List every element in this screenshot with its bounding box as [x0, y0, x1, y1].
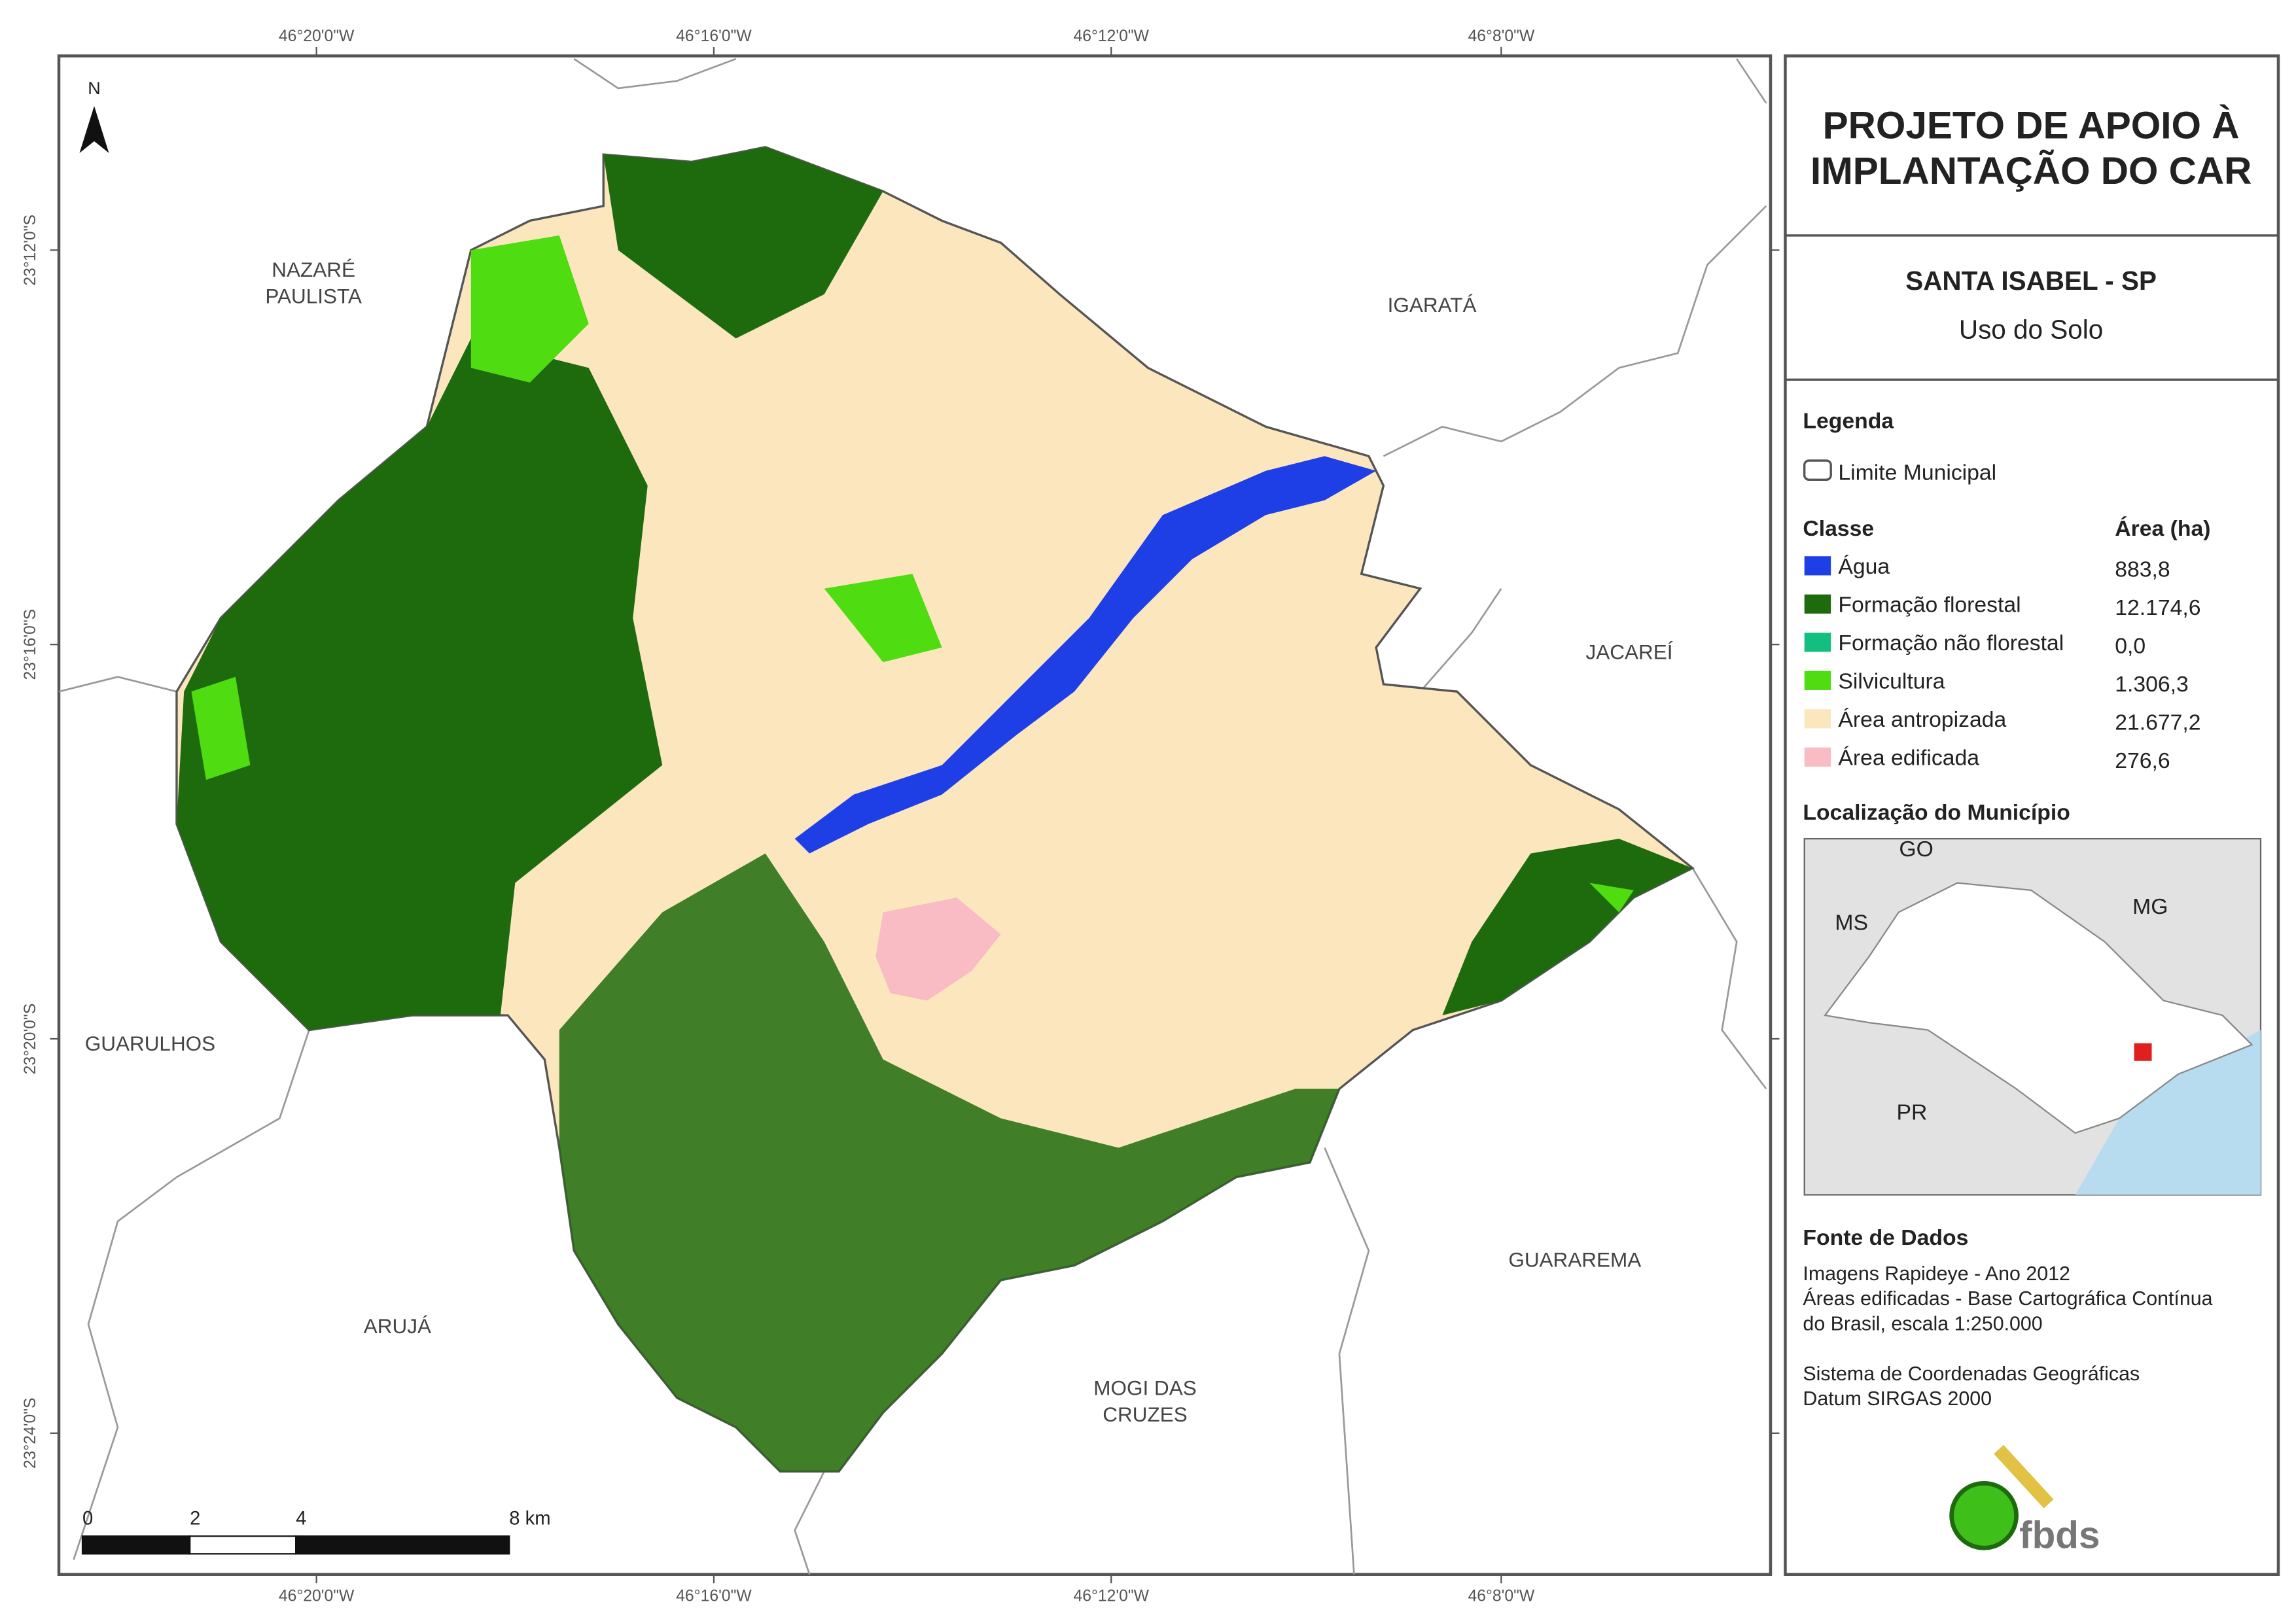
- legend-area: 0,0: [2115, 634, 2146, 659]
- forest-area: [176, 338, 663, 1030]
- legend-area: 12.174,6: [2115, 595, 2200, 620]
- legend-class: Formação florestal: [1838, 593, 2021, 618]
- scale-bar: 0 2 4 8 km: [81, 1508, 551, 1555]
- north-label: N: [88, 79, 101, 98]
- sources: Imagens Rapideye - Ano 2012 Áreas edifica…: [1803, 1263, 2212, 1410]
- longitude-label: 46°12'0"W: [1074, 27, 1150, 45]
- latitude-label: 23°16'0"S: [22, 609, 39, 680]
- source-line: do Brasil, escala 1:250.000: [1803, 1313, 2042, 1335]
- legend-class: Silvicultura: [1838, 669, 1945, 694]
- coordinates: 46°20'0"W 46°20'0"W 46°16'0"W 46°16'0"W 46°1…: [22, 27, 1780, 1605]
- locator-marker: [2134, 1043, 2152, 1061]
- locator-label: GO: [1899, 837, 1933, 862]
- logo-bar: [1994, 1444, 2054, 1509]
- built-area: [875, 898, 1001, 1001]
- boundary: [58, 676, 177, 693]
- source-line: Áreas edificadas - Base Cartográfica Con…: [1803, 1288, 2212, 1310]
- legend-area: 276,6: [2115, 748, 2170, 773]
- boundary: [794, 1471, 825, 1575]
- locator-label: PR: [1896, 1100, 1927, 1125]
- north-arrow: [79, 105, 109, 153]
- locator-state: [1824, 882, 2253, 1134]
- silviculture-area: [191, 574, 1634, 913]
- legend-swatch: [1804, 671, 1831, 690]
- boundary: [1324, 1147, 1370, 1575]
- location-title: Localização do Município: [1803, 800, 2070, 825]
- legend-area: 21.677,2: [2115, 710, 2200, 735]
- latitude-label: 23°24'0"S: [22, 1397, 39, 1469]
- side-panel: [1784, 54, 2280, 1577]
- source-line: Sistema de Coordenadas Geográficas: [1803, 1363, 2140, 1385]
- land-use: [175, 146, 1695, 1473]
- legend-class: Água: [1838, 554, 1890, 579]
- place-label: IGARATÁ: [1388, 293, 1477, 317]
- legend-rows: Água 883,8 Formação florestal 12.174,6 Forma…: [1804, 554, 2201, 773]
- subtitle: Uso do Solo: [1959, 314, 2103, 344]
- logo-text: fbds: [2019, 1514, 2100, 1556]
- latitude-label: 23°12'0"S: [22, 215, 39, 286]
- place-label: CRUZES: [1103, 1403, 1187, 1426]
- legend-swatch: [1804, 594, 1831, 614]
- legend-area: 883,8: [2115, 557, 2170, 582]
- forest-area: [603, 147, 883, 339]
- boundary: [1419, 587, 1502, 693]
- scale-label: 0: [82, 1508, 93, 1529]
- source-line: Imagens Rapideye - Ano 2012: [1803, 1263, 2070, 1285]
- municipality-name: SANTA ISABEL - SP: [1905, 266, 2157, 296]
- longitude-label: 46°20'0"W: [279, 1587, 355, 1605]
- scale-segment: [295, 1535, 510, 1555]
- boundary: [1691, 867, 1767, 1090]
- longitude-label: 46°16'0"W: [676, 27, 752, 45]
- silviculture-area: [470, 235, 589, 383]
- scale-label: 8 km: [509, 1508, 550, 1529]
- longitude-label: 46°8'0"W: [1468, 1587, 1534, 1605]
- title: PROJETO DE APOIO À: [1823, 103, 2240, 147]
- place-label: GUARULHOS: [85, 1032, 215, 1055]
- longitude-label: 46°16'0"W: [676, 1587, 752, 1605]
- longitude-label: 46°12'0"W: [1074, 1587, 1150, 1605]
- boundary: [73, 1030, 310, 1560]
- place-label: PAULISTA: [265, 284, 362, 307]
- forest-area: [1442, 839, 1693, 1016]
- class-header: Classe: [1803, 516, 1874, 541]
- boundary: [573, 58, 737, 90]
- locator-ocean: [2075, 1030, 2261, 1195]
- legend-swatch: [1804, 709, 1831, 729]
- boundary-swatch: [1803, 459, 1832, 481]
- legend-swatch: [1804, 556, 1831, 576]
- title: IMPLANTAÇÃO DO CAR: [1810, 149, 2252, 192]
- place-label: NAZARÉ: [272, 258, 355, 281]
- longitude-label: 46°20'0"W: [279, 27, 355, 45]
- boundary: [1736, 58, 1767, 104]
- legend-swatch: [1804, 747, 1831, 767]
- locator-label: MG: [2132, 894, 2168, 919]
- scale-segment: [81, 1535, 191, 1555]
- legend-class: Formação não florestal: [1838, 631, 2064, 655]
- place-label: JACAREÍ: [1586, 640, 1673, 664]
- legend-swatch: [1804, 633, 1831, 652]
- legend-title: Legenda: [1803, 409, 1894, 434]
- place-label: MOGI DAS: [1093, 1376, 1196, 1399]
- boundary: [1383, 205, 1767, 457]
- neighbour-boundaries: [58, 58, 1767, 1575]
- boundary-label: Limite Municipal: [1838, 460, 1996, 485]
- longitude-label: 46°8'0"W: [1468, 27, 1534, 45]
- legend-class: Área antropizada: [1838, 707, 2006, 732]
- place-label: GUARAREMA: [1508, 1248, 1641, 1272]
- source-line: Datum SIRGAS 2000: [1803, 1388, 1992, 1410]
- legend-area: 1.306,3: [2115, 672, 2189, 697]
- scale-segment: [189, 1535, 297, 1555]
- logo-circle: [1949, 1480, 2019, 1550]
- forest-area: [559, 853, 1339, 1472]
- locator-label: MS: [1835, 911, 1868, 935]
- scale-label: 4: [296, 1508, 306, 1529]
- area-header: Área (ha): [2115, 516, 2210, 541]
- reservoir: [794, 456, 1377, 854]
- legend-class: Área edificada: [1838, 746, 1979, 771]
- scale-label: 2: [190, 1508, 200, 1529]
- sources-title: Fonte de Dados: [1803, 1225, 1968, 1250]
- latitude-label: 23°20'0"S: [22, 1003, 39, 1075]
- place-label: ARUJÁ: [364, 1314, 431, 1338]
